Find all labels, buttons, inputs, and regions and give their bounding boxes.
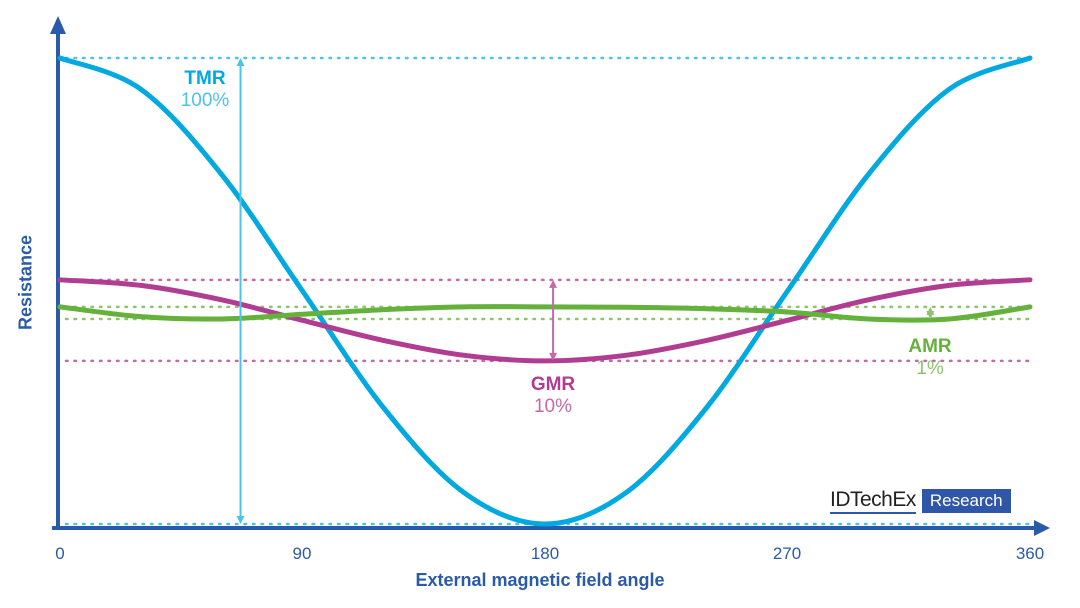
arrow-head-icon: [926, 310, 935, 319]
gmr-curve: [57, 277, 1033, 364]
x-tick: 180: [530, 544, 560, 563]
y-axis-label: Resistance: [15, 234, 36, 331]
arrow-head-icon: [549, 352, 558, 361]
x-tick: 270: [772, 544, 802, 563]
x-axis-label: External magnetic field angle: [415, 570, 665, 590]
arrow-head-icon: [236, 516, 245, 524]
tmr-curve: [57, 55, 1033, 527]
x-tick: 0: [55, 544, 65, 563]
gmr-label: GMR 10%: [530, 374, 576, 417]
logo-tag: Research: [921, 489, 1011, 513]
x-tick: 360: [1015, 544, 1045, 563]
y-axis-arrow: [50, 16, 66, 34]
arrow-head-icon: [549, 279, 558, 288]
x-axis-arrow: [1034, 520, 1050, 536]
tmr-label: TMR 100%: [180, 68, 230, 111]
idtechex-logo: IDTechEx Research: [830, 488, 1011, 514]
amr-label: AMR 1%: [908, 336, 952, 379]
logo-brand: IDTechEx: [830, 488, 916, 514]
x-tick: 90: [292, 544, 312, 563]
amr-curve: [57, 304, 1033, 323]
arrow-head-icon: [236, 58, 245, 66]
